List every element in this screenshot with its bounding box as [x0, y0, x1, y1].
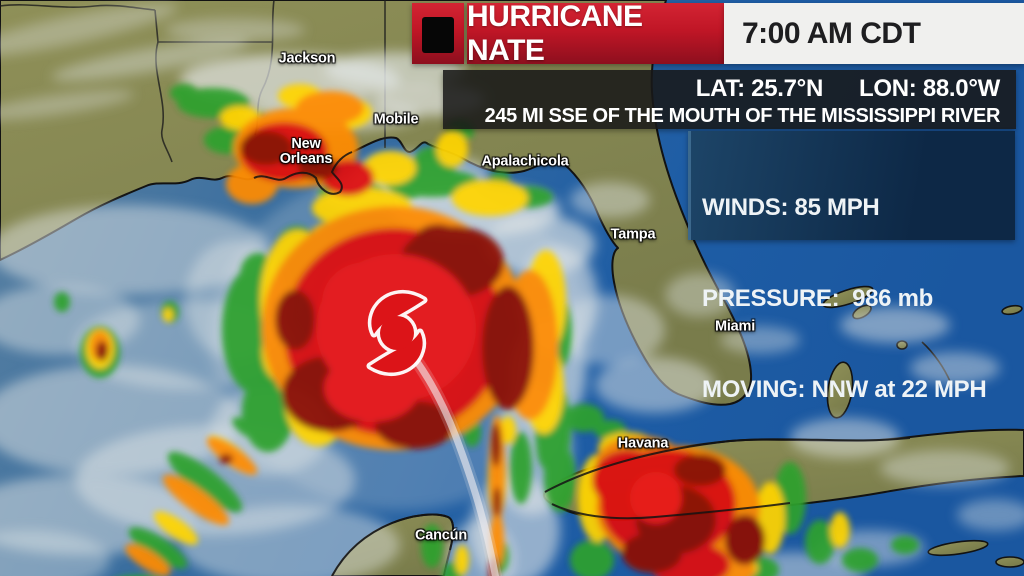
time-box: 7:00 AM CDT — [724, 3, 1024, 64]
logo-black-square-icon — [422, 16, 454, 53]
distance-text: 245 MI SSE OF THE MOUTH OF THE MISSISSIP… — [484, 105, 1001, 127]
city-label-jackson: Jackson — [278, 50, 336, 67]
timestamp: 7:00 AM CDT — [742, 16, 921, 50]
city-label-new-orleans: New Orleans — [279, 135, 333, 167]
city-label-mobile: Mobile — [373, 111, 419, 128]
storm-track — [391, 331, 503, 576]
winds-text: WINDS: 85 MPH — [702, 194, 880, 221]
hurricane-icon — [370, 293, 424, 372]
position-bar: LAT: 25.7°N LON: 88.0°W 245 MI SSE OF THE… — [443, 70, 1016, 129]
city-label-apalachicola: Apalachicola — [481, 153, 569, 170]
storm-title: HURRICANE NATE — [467, 0, 643, 67]
lat-value: LAT: 25.7°N — [695, 75, 824, 102]
city-label-line: New — [291, 135, 321, 152]
network-logo — [412, 3, 464, 64]
city-label-tampa: Tampa — [610, 226, 656, 243]
radar-layer — [54, 84, 919, 576]
title-banner: HURRICANE NATE — [467, 0, 724, 67]
lon-value: LON: 88.0°W — [859, 75, 1000, 102]
city-label-havana: Havana — [617, 435, 669, 452]
lat-lon-line: LAT: 25.7°N LON: 88.0°W — [443, 75, 1001, 103]
city-label-cancun: Cancún — [415, 527, 467, 544]
coastline-overlay — [253, 151, 911, 576]
stats-box: WINDS: 85 MPH PRESSURE: 986 mb MOVING: N… — [688, 131, 1015, 403]
moving-text: MOVING: NNW at 22 MPH — [702, 376, 987, 403]
city-label-miami: Miami — [714, 318, 756, 335]
pressure-text: PRESSURE: 986 mb — [702, 285, 933, 312]
city-label-line: Orleans — [279, 151, 333, 167]
